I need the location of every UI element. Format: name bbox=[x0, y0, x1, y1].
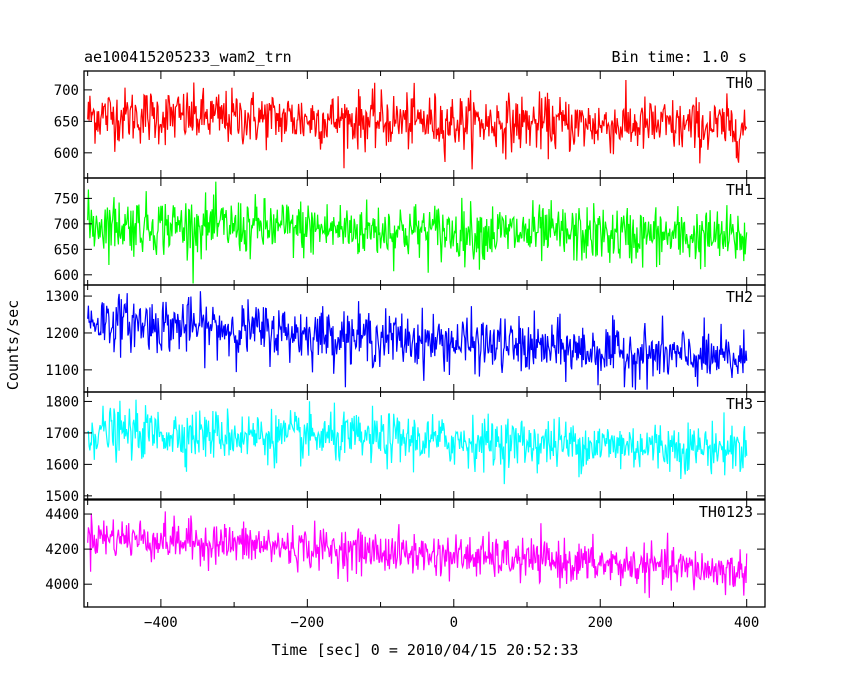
panel-frame bbox=[83, 391, 766, 500]
y-tick-label: 4200 bbox=[45, 542, 79, 558]
chart-title: ae100415205233_wam2_trn bbox=[84, 48, 292, 66]
series-line-th3 bbox=[87, 399, 748, 485]
panel-label-th2: TH2 bbox=[726, 288, 753, 306]
panel-th0: 600 650 700 TH0 bbox=[54, 70, 766, 179]
x-axis-label: Time [sec] 0 = 2010/04/15 20:52:33 bbox=[271, 641, 578, 659]
x-tick-label: −400 bbox=[144, 615, 178, 631]
y-tick-label: 4000 bbox=[45, 577, 79, 593]
series-line-th1 bbox=[87, 181, 748, 284]
panel-label-th0123: TH0123 bbox=[699, 503, 753, 521]
panel-label-th1: TH1 bbox=[726, 181, 753, 199]
x-tick-label: 400 bbox=[734, 615, 759, 631]
y-tick-label: 650 bbox=[54, 114, 79, 130]
y-tick-label: 650 bbox=[54, 242, 79, 258]
y-tick-label: 600 bbox=[54, 268, 79, 284]
y-tick-label: 1300 bbox=[45, 289, 79, 305]
y-tick-label: 700 bbox=[54, 83, 79, 99]
y-tick-label: 4400 bbox=[45, 507, 79, 523]
x-tick-label: 0 bbox=[450, 615, 458, 631]
series-line-th0 bbox=[87, 79, 748, 170]
y-tick-label: 1500 bbox=[45, 489, 79, 505]
panel-th0123: 4000 4200 4400 TH0123 bbox=[45, 499, 766, 608]
y-tick-label: 700 bbox=[54, 217, 79, 233]
panel-stack: 600 650 700 TH0 600 650 700 750 TH1 1100 1200 1300 T… bbox=[45, 70, 766, 631]
y-axis-label: Counts/sec bbox=[4, 300, 22, 390]
x-tick-label: −200 bbox=[290, 615, 324, 631]
panel-label-th0: TH0 bbox=[726, 74, 753, 92]
bin-time-label: Bin time: 1.0 s bbox=[612, 48, 747, 66]
y-tick-label: 1800 bbox=[45, 394, 79, 410]
panel-frame bbox=[83, 499, 766, 608]
y-tick-label: 600 bbox=[54, 146, 79, 162]
y-tick-label: 1200 bbox=[45, 326, 79, 342]
y-tick-label: 1100 bbox=[45, 363, 79, 379]
panel-th2: 1100 1200 1300 TH2 bbox=[45, 284, 766, 393]
panel-th1: 600 650 700 750 TH1 bbox=[54, 177, 766, 286]
x-tick-label: 200 bbox=[588, 615, 613, 631]
series-line-th0123 bbox=[87, 511, 748, 598]
y-tick-label: 1600 bbox=[45, 457, 79, 473]
panel-th3: 1500 1600 1700 1800 TH3 bbox=[45, 391, 766, 505]
panel-label-th3: TH3 bbox=[726, 395, 753, 413]
y-tick-label: 750 bbox=[54, 191, 79, 207]
series-line-th2 bbox=[87, 291, 748, 390]
y-tick-label: 1700 bbox=[45, 426, 79, 442]
